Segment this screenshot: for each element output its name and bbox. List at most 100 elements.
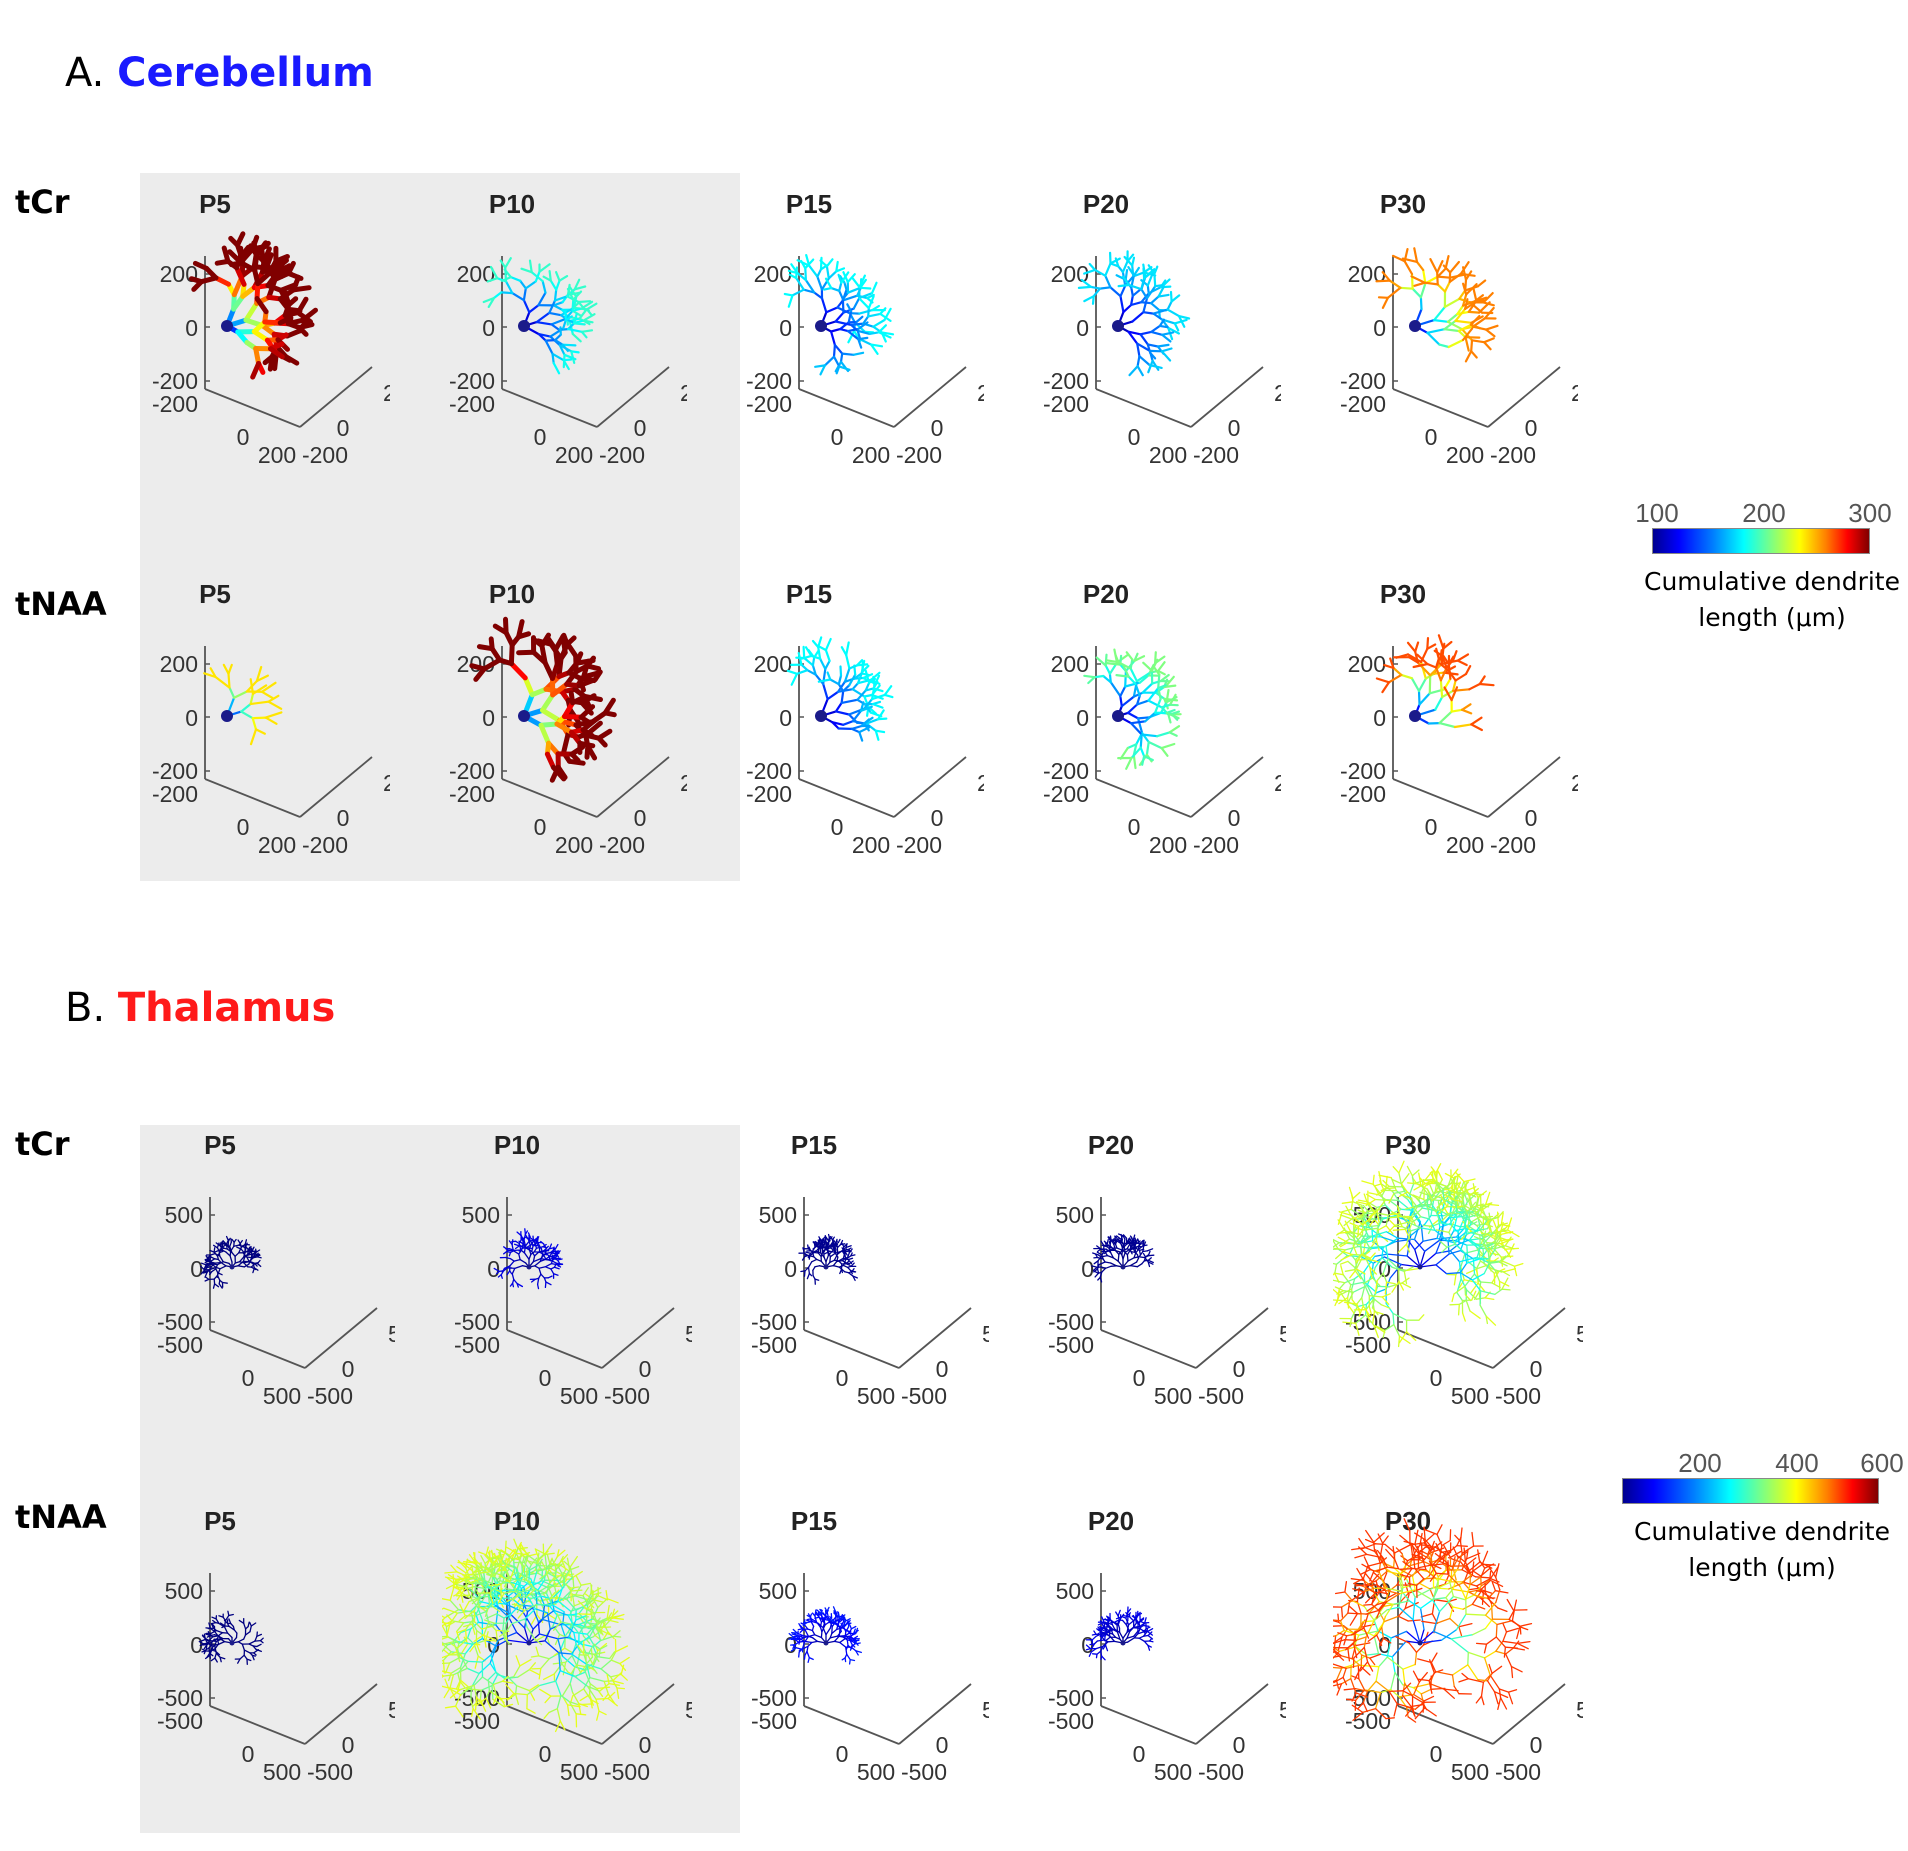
y-axis <box>1195 1307 1269 1369</box>
soma <box>526 1264 532 1270</box>
z-tick-bot: -200 <box>1043 758 1089 784</box>
x-tick-right: 500 <box>1451 1759 1489 1785</box>
dendrite-tree <box>798 1233 858 1285</box>
x-tick-mid: 0 <box>534 424 547 450</box>
z-tick-mid: 0 <box>190 1256 203 1282</box>
x-tick-mid: 0 <box>242 1365 255 1391</box>
z-tick-mid: 0 <box>1081 1632 1094 1658</box>
x-tick-left: -200 <box>1043 781 1089 807</box>
colorbar-a: 100 200 300 Cumulative dendrite length (… <box>1632 498 1908 636</box>
x-tick-left: -200 <box>449 391 495 417</box>
panel-title: P10 <box>494 1506 540 1536</box>
x-axis <box>803 1705 900 1745</box>
y-tick-right: 500 <box>1279 1697 1286 1723</box>
y-tick-mid: 0 <box>1530 1356 1543 1382</box>
z-tick-top: 200 <box>1051 261 1089 287</box>
dendrite-tree <box>199 1235 262 1289</box>
y-tick-mid: 0 <box>931 805 944 831</box>
x-tick-mid: 0 <box>1430 1365 1443 1391</box>
y-axis <box>1492 1307 1566 1369</box>
y-axis <box>304 1683 378 1745</box>
x-tick-left: -500 <box>157 1708 203 1734</box>
x-tick-mid: 0 <box>1430 1741 1443 1767</box>
y-axis <box>299 756 373 818</box>
x-tick-left: -500 <box>157 1332 203 1358</box>
section-a-letter: A. <box>65 50 105 96</box>
row-label-b-1: tNAA <box>15 1498 107 1536</box>
panel-title: P30 <box>1385 1130 1431 1160</box>
x-axis <box>209 1705 306 1745</box>
section-b-title: B. Thalamus <box>65 985 335 1031</box>
x-tick-left: -200 <box>152 391 198 417</box>
x-tick-left: -200 <box>449 781 495 807</box>
x-axis <box>798 388 895 428</box>
panel-title: P20 <box>1088 1506 1134 1536</box>
y-axis <box>893 756 967 818</box>
panel-title: P15 <box>791 1506 837 1536</box>
y-tick-left: -500 <box>604 1383 650 1409</box>
y-tick-mid: 0 <box>1525 415 1538 441</box>
colorbar-b-label-line2: length (μm) <box>1688 1553 1836 1582</box>
soma <box>518 320 530 332</box>
x-axis <box>204 778 301 818</box>
x-axis <box>209 1329 306 1369</box>
z-tick-mid: 0 <box>1081 1256 1094 1282</box>
colorbar-a-tick-0: 100 <box>1635 498 1679 528</box>
soma <box>823 1640 829 1646</box>
y-axis <box>1190 756 1264 818</box>
row-label-a-0: tCr <box>15 183 70 221</box>
z-tick-mid: 0 <box>190 1632 203 1658</box>
z-tick-top: 200 <box>457 261 495 287</box>
x-tick-right: 200 <box>852 442 890 468</box>
soma <box>526 1640 532 1646</box>
soma <box>221 320 233 332</box>
x-tick-left: -500 <box>1345 1708 1391 1734</box>
dendrite-tree <box>1077 250 1191 377</box>
z-tick-bot: -500 <box>1048 1309 1094 1335</box>
x-tick-left: -500 <box>454 1708 500 1734</box>
y-axis <box>596 366 670 428</box>
x-tick-right: 200 <box>1149 832 1187 858</box>
y-axis <box>898 1307 972 1369</box>
x-tick-mid: 0 <box>1133 1365 1146 1391</box>
x-tick-left: -500 <box>751 1708 797 1734</box>
soma <box>1417 1640 1423 1646</box>
panel-title: P20 <box>1083 189 1129 219</box>
panel-title: P5 <box>204 1130 236 1160</box>
x-tick-left: -200 <box>1043 391 1089 417</box>
z-tick-bot: -500 <box>454 1309 500 1335</box>
z-tick-top: 500 <box>165 1578 203 1604</box>
y-tick-right: 500 <box>685 1697 692 1723</box>
dendrite-tree <box>493 1228 564 1290</box>
y-tick-right: 200 <box>383 770 390 796</box>
y-tick-mid: 0 <box>639 1356 652 1382</box>
y-axis <box>1487 756 1561 818</box>
y-axis <box>1492 1683 1566 1745</box>
x-axis <box>803 1329 900 1369</box>
x-tick-right: 200 <box>1149 442 1187 468</box>
y-tick-right: 500 <box>1576 1321 1583 1347</box>
y-tick-left: -200 <box>896 832 942 858</box>
z-tick-bot: -200 <box>152 368 198 394</box>
y-tick-right: 200 <box>1571 380 1578 406</box>
x-tick-mid: 0 <box>534 814 547 840</box>
y-tick-mid: 0 <box>337 415 350 441</box>
soma <box>229 1264 235 1270</box>
y-tick-right: 500 <box>982 1697 989 1723</box>
z-tick-top: 500 <box>165 1202 203 1228</box>
x-tick-mid: 0 <box>1128 424 1141 450</box>
panel-title: P10 <box>489 189 535 219</box>
section-a-highlight <box>140 173 740 881</box>
y-tick-left: -500 <box>1198 1759 1244 1785</box>
x-axis <box>1100 1329 1197 1369</box>
y-tick-mid: 0 <box>1233 1732 1246 1758</box>
panel-title: P5 <box>199 189 231 219</box>
x-tick-mid: 0 <box>1133 1741 1146 1767</box>
x-tick-right: 500 <box>1154 1759 1192 1785</box>
y-tick-mid: 0 <box>936 1732 949 1758</box>
y-tick-left: -500 <box>307 1759 353 1785</box>
panel-title: P20 <box>1088 1130 1134 1160</box>
